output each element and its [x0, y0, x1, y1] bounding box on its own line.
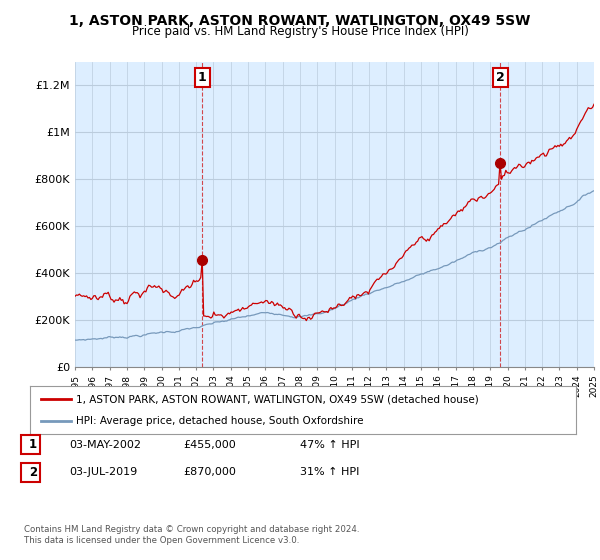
- Text: 1: 1: [198, 71, 206, 84]
- Text: £455,000: £455,000: [183, 440, 236, 450]
- Text: £870,000: £870,000: [183, 467, 236, 477]
- Text: Contains HM Land Registry data © Crown copyright and database right 2024.
This d: Contains HM Land Registry data © Crown c…: [24, 525, 359, 545]
- Text: 1: 1: [29, 438, 37, 451]
- Text: 1, ASTON PARK, ASTON ROWANT, WATLINGTON, OX49 5SW: 1, ASTON PARK, ASTON ROWANT, WATLINGTON,…: [70, 14, 530, 28]
- Text: HPI: Average price, detached house, South Oxfordshire: HPI: Average price, detached house, Sout…: [76, 416, 364, 426]
- Text: Price paid vs. HM Land Registry's House Price Index (HPI): Price paid vs. HM Land Registry's House …: [131, 25, 469, 38]
- Text: 1, ASTON PARK, ASTON ROWANT, WATLINGTON, OX49 5SW (detached house): 1, ASTON PARK, ASTON ROWANT, WATLINGTON,…: [76, 394, 479, 404]
- Text: 03-JUL-2019: 03-JUL-2019: [69, 467, 137, 477]
- Text: 03-MAY-2002: 03-MAY-2002: [69, 440, 141, 450]
- Text: 47% ↑ HPI: 47% ↑ HPI: [300, 440, 359, 450]
- Text: 2: 2: [29, 465, 37, 479]
- Text: 31% ↑ HPI: 31% ↑ HPI: [300, 467, 359, 477]
- Text: 2: 2: [496, 71, 505, 84]
